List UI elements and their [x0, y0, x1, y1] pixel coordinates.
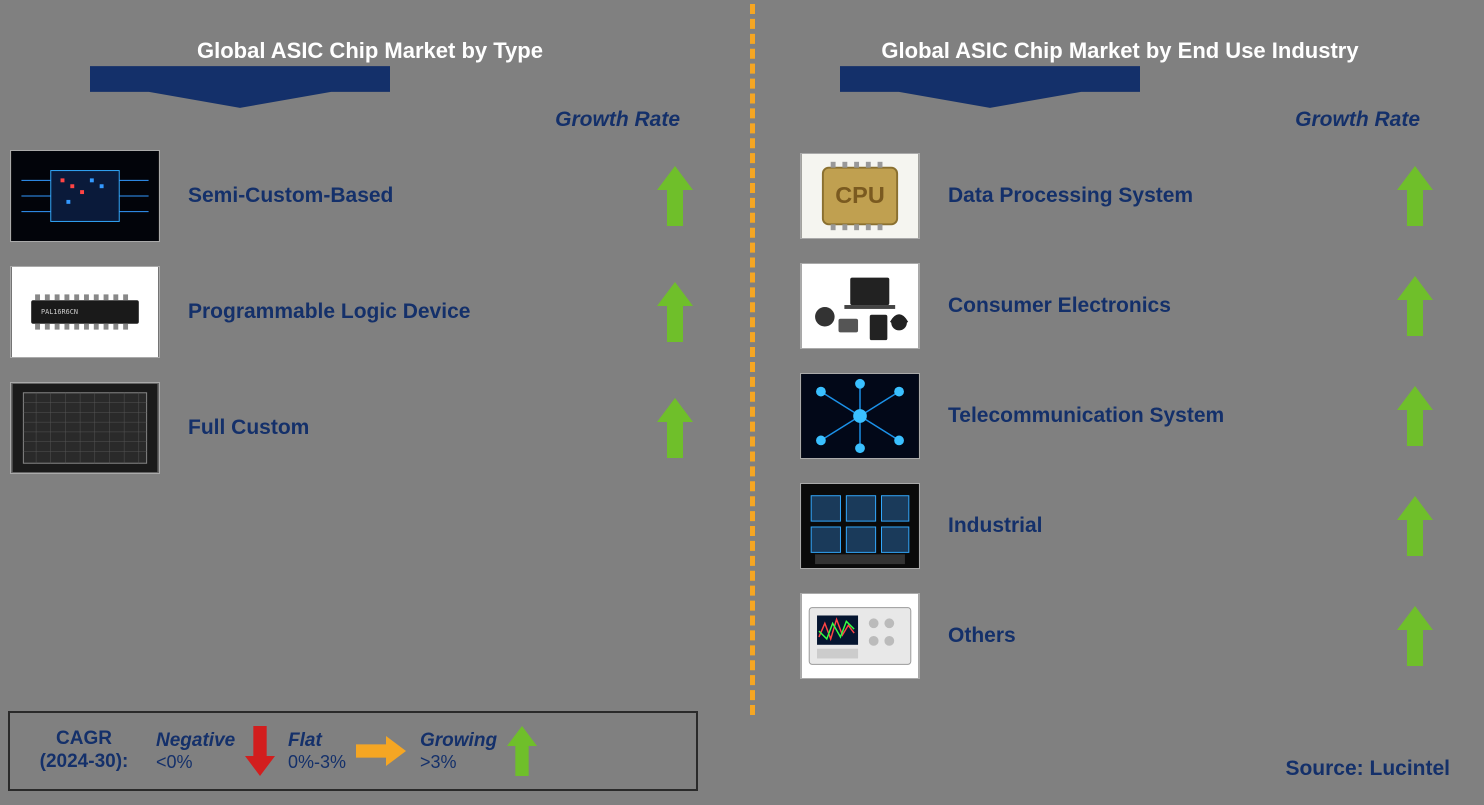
gadgets-icon: [801, 264, 919, 348]
up-arrow-icon: [657, 166, 693, 226]
source-label: Source: Lucintel: [1285, 757, 1450, 781]
banner-shape-icon: [840, 12, 1140, 162]
thumb-programmable-logic: [10, 266, 160, 358]
growth-rate-label-right: Growth Rate: [1295, 108, 1420, 132]
cagr-line-1: CAGR: [56, 728, 112, 749]
left-panel: Global ASIC Chip Market by Type Growth R…: [0, 0, 740, 90]
growth-arrow-cell: [1380, 496, 1450, 556]
right-title-banner: Global ASIC Chip Market by End Use Indus…: [840, 12, 1400, 90]
growth-arrow-cell: [640, 282, 710, 342]
industry-row: Consumer Electronics: [800, 258, 1450, 354]
type-label: Programmable Logic Device: [188, 299, 640, 325]
thumb-full-custom: [10, 382, 160, 474]
industry-label: Telecommunication System: [948, 403, 1380, 429]
thumb-others: [800, 593, 920, 679]
legend-segment-growing: Growing >3%: [420, 726, 540, 776]
legend-segment-negative: Negative <0%: [156, 726, 276, 776]
legend-key: Flat: [288, 730, 346, 752]
up-arrow-icon: [1397, 606, 1433, 666]
legend-value: <0%: [156, 752, 235, 773]
legend-key: Growing: [420, 730, 497, 752]
down-arrow-icon: [245, 726, 275, 776]
industry-label: Data Processing System: [948, 183, 1380, 209]
type-row: Full Custom: [10, 380, 710, 476]
legend-value: >3%: [420, 752, 497, 773]
industry-label: Consumer Electronics: [948, 293, 1380, 319]
right-title: Global ASIC Chip Market by End Use Indus…: [851, 38, 1388, 64]
growth-arrow-cell: [1380, 166, 1450, 226]
right-rows: Data Processing System Consumer Electron…: [800, 148, 1450, 698]
up-arrow-icon: [1397, 276, 1433, 336]
cagr-line-2: (2024-30):: [40, 751, 129, 772]
type-label: Full Custom: [188, 415, 640, 441]
growth-arrow-cell: [640, 398, 710, 458]
up-arrow-icon: [1397, 496, 1433, 556]
cockpit-icon: [801, 484, 919, 568]
legend-key: Negative: [156, 730, 235, 752]
legend-segment-flat: Flat 0%-3%: [288, 730, 408, 773]
chip-circuit-icon: [11, 151, 159, 241]
thumb-telecom: [800, 373, 920, 459]
growth-arrow-cell: [1380, 276, 1450, 336]
die-shot-icon: [11, 383, 159, 473]
legend-value: 0%-3%: [288, 752, 346, 773]
vertical-divider: [750, 4, 755, 715]
left-title: Global ASIC Chip Market by Type: [167, 38, 573, 64]
industry-row: Others: [800, 588, 1450, 684]
up-arrow-icon: [1397, 386, 1433, 446]
left-title-banner: Global ASIC Chip Market by Type: [90, 12, 650, 90]
thumb-data-processing: [800, 153, 920, 239]
growth-arrow-cell: [640, 166, 710, 226]
cagr-label: CAGR (2024-30):: [24, 728, 144, 774]
up-arrow-icon: [1397, 166, 1433, 226]
type-label: Semi-Custom-Based: [188, 183, 640, 209]
industry-row: Data Processing System: [800, 148, 1450, 244]
up-arrow-icon: [507, 726, 537, 776]
type-row: Semi-Custom-Based: [10, 148, 710, 244]
instrument-icon: [801, 594, 919, 678]
dip-chip-icon: [11, 267, 159, 357]
right-panel: Global ASIC Chip Market by End Use Indus…: [760, 0, 1480, 90]
industry-row: Industrial: [800, 478, 1450, 574]
industry-row: Telecommunication System: [800, 368, 1450, 464]
cpu-icon: [801, 154, 919, 238]
up-arrow-icon: [657, 398, 693, 458]
growth-rate-label-left: Growth Rate: [555, 108, 680, 132]
up-arrow-icon: [657, 282, 693, 342]
banner-shape-icon: [90, 12, 390, 162]
network-icon: [801, 374, 919, 458]
right-arrow-icon: [356, 733, 406, 769]
left-rows: Semi-Custom-Based Programmable Logic Dev…: [10, 148, 710, 496]
thumb-consumer-electronics: [800, 263, 920, 349]
growth-arrow-cell: [1380, 606, 1450, 666]
cagr-legend: CAGR (2024-30): Negative <0% Flat 0%-3% …: [8, 711, 698, 791]
thumb-industrial: [800, 483, 920, 569]
industry-label: Others: [948, 623, 1380, 649]
industry-label: Industrial: [948, 513, 1380, 539]
thumb-semi-custom: [10, 150, 160, 242]
type-row: Programmable Logic Device: [10, 264, 710, 360]
growth-arrow-cell: [1380, 386, 1450, 446]
